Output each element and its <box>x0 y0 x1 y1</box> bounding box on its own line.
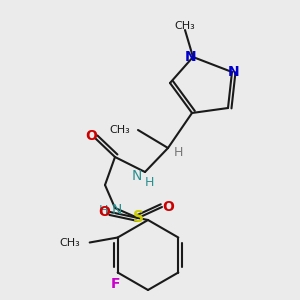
Text: H: H <box>173 146 183 160</box>
Text: N: N <box>228 65 240 79</box>
Text: CH₃: CH₃ <box>59 238 80 248</box>
Text: O: O <box>85 129 97 143</box>
Text: CH₃: CH₃ <box>175 21 195 31</box>
Text: H: H <box>144 176 154 188</box>
Text: H: H <box>98 203 108 217</box>
Text: CH₃: CH₃ <box>109 125 130 135</box>
Text: O: O <box>162 200 174 214</box>
Text: N: N <box>132 169 142 183</box>
Text: O: O <box>98 205 110 219</box>
Text: F: F <box>111 278 120 292</box>
Text: N: N <box>112 203 122 217</box>
Text: N: N <box>185 50 197 64</box>
Text: S: S <box>133 211 143 226</box>
